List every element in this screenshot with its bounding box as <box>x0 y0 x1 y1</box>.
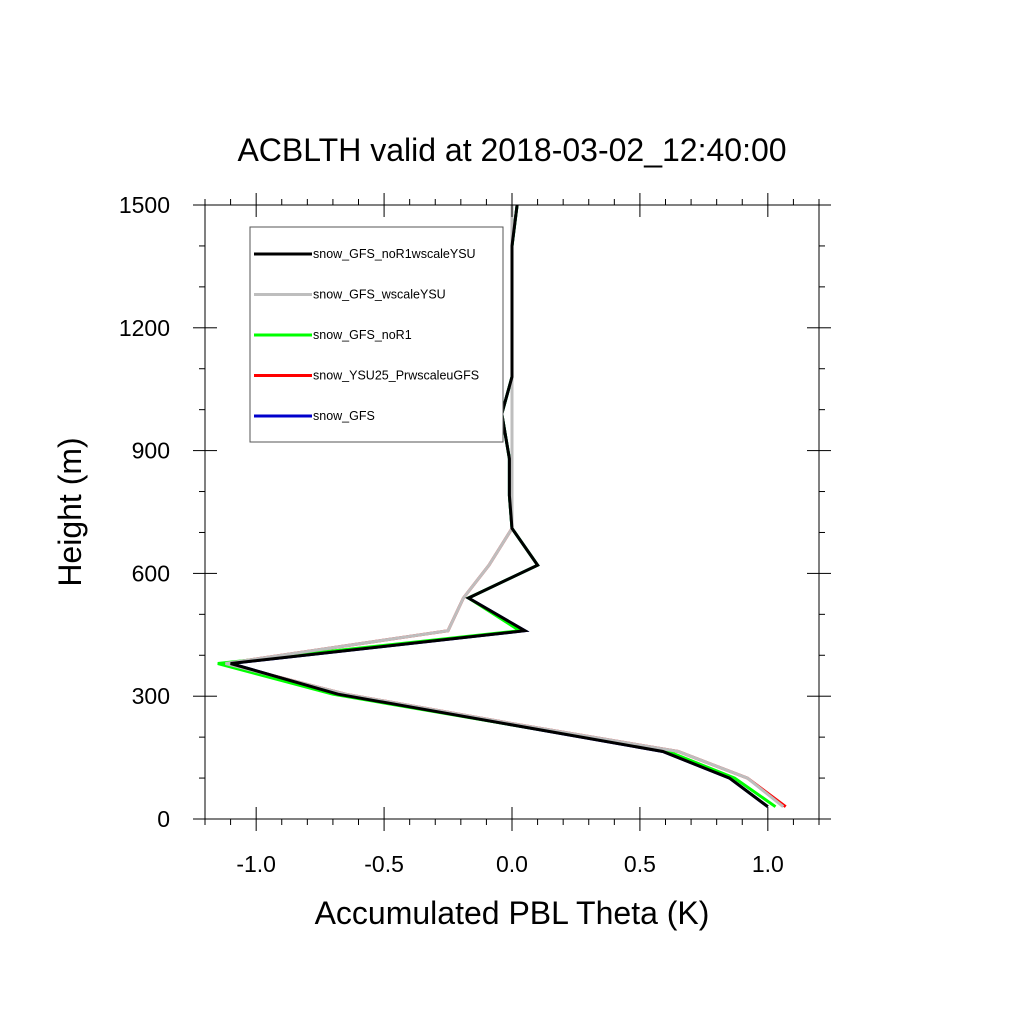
legend-entry: snow_GFS_wscaleYSU <box>313 288 446 302</box>
y-tick-label: 900 <box>132 438 170 464</box>
y-tick-label: 300 <box>132 683 170 709</box>
legend-entry: snow_GFS_noR1wscaleYSU <box>313 247 476 261</box>
x-tick-label: 0.5 <box>624 851 656 877</box>
series-line-0 <box>230 204 769 808</box>
y-tick-label: 1500 <box>119 192 170 218</box>
legend-entry: snow_GFS <box>313 409 375 423</box>
series-layer <box>217 204 787 808</box>
x-tick-label: 0.0 <box>496 851 528 877</box>
y-tick-label: 0 <box>157 806 170 832</box>
legend-entry: snow_GFS_noR1 <box>313 328 412 342</box>
legend: snow_GFS_noR1wscaleYSU snow_GFS_wscaleYSU… <box>249 226 504 443</box>
x-tick-label: 1.0 <box>752 851 784 877</box>
y-tick-label: 1200 <box>119 315 170 341</box>
chart-title: ACBLTH valid at 2018-03-02_12:40:00 <box>237 132 786 168</box>
y-tick-label: 600 <box>132 560 170 586</box>
x-tick-label: -1.0 <box>236 851 276 877</box>
ticks-layer: -1.0 -0.5 0.0 0.5 1.0 0 300 600 900 1200 1500 <box>119 192 831 877</box>
y-axis-label: Height (m) <box>52 437 88 586</box>
x-tick-label: -0.5 <box>364 851 404 877</box>
legend-entry: snow_YSU25_PrwscaleuGFS <box>313 369 479 383</box>
x-axis-label: Accumulated PBL Theta (K) <box>315 895 710 931</box>
